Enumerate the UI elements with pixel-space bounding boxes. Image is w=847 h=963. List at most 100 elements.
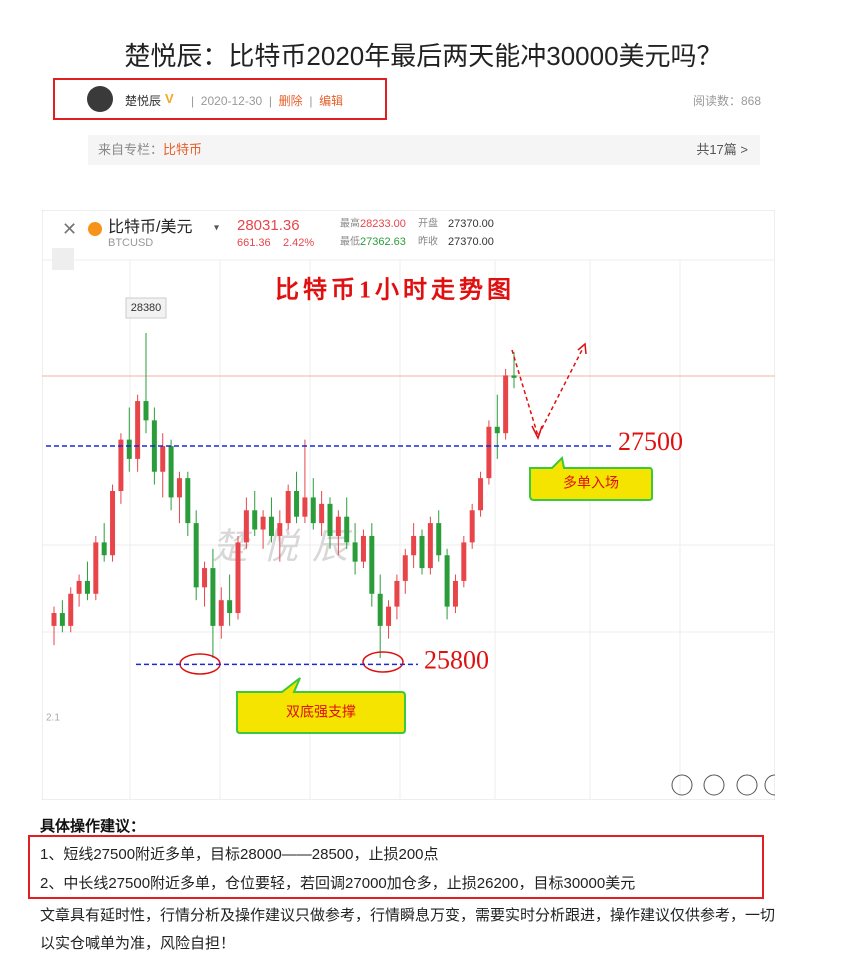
candle-body bbox=[110, 491, 116, 556]
candle-body bbox=[235, 542, 241, 614]
chart-title: 比特币1小时走势图 bbox=[275, 277, 515, 304]
candle-body bbox=[93, 542, 99, 594]
avatar bbox=[87, 86, 113, 112]
candle-body bbox=[444, 555, 450, 607]
stat-value: 28233.00 bbox=[360, 218, 406, 230]
edit-link[interactable]: 编辑 bbox=[319, 94, 344, 108]
candle-body bbox=[344, 516, 350, 543]
candle-body bbox=[227, 600, 233, 614]
candles bbox=[51, 333, 517, 658]
candle-body bbox=[360, 535, 366, 562]
highlight-box bbox=[53, 78, 387, 120]
candle-body bbox=[511, 375, 517, 378]
candle-body bbox=[59, 613, 65, 626]
candle-body bbox=[411, 535, 417, 556]
candle-body bbox=[277, 523, 283, 536]
highlight-box bbox=[28, 835, 764, 899]
candle-body bbox=[210, 568, 216, 626]
stat-label: 昨收 bbox=[418, 235, 438, 248]
advice-line: 2、中长线27500附近多单，仓位要轻，若回调27000加仓多，止损26200，… bbox=[40, 875, 636, 892]
peak-tag-bg bbox=[125, 297, 167, 319]
candle-body bbox=[319, 503, 325, 524]
candle-body bbox=[486, 426, 492, 479]
author[interactable]: 楚悦辰 bbox=[125, 94, 162, 108]
candle-body bbox=[176, 478, 182, 498]
change: 661.36 bbox=[237, 237, 271, 249]
chart-image: ✕ 比特币/美元 ▾ BTCUSD 28031.36 661.36 2.42% … bbox=[42, 210, 775, 800]
stat-value: 27362.63 bbox=[360, 236, 406, 248]
candle-body bbox=[369, 535, 375, 594]
level-label: 27500 bbox=[618, 427, 683, 456]
advice-heading: 具体操作建议： bbox=[40, 818, 146, 835]
candle-body bbox=[461, 542, 467, 581]
grid bbox=[42, 259, 775, 800]
stat-label: 开盘 bbox=[418, 217, 438, 230]
candle-body bbox=[469, 510, 475, 543]
candle-body bbox=[76, 580, 82, 594]
candle-body bbox=[294, 491, 300, 517]
reset[interactable] bbox=[764, 774, 775, 796]
callout-box bbox=[236, 677, 406, 734]
delete-link[interactable]: 删除 bbox=[278, 94, 303, 108]
candle-body bbox=[168, 446, 174, 498]
candle-body bbox=[51, 613, 57, 626]
candle-body bbox=[126, 439, 132, 459]
candle-body bbox=[135, 401, 141, 459]
article-title: 楚悦辰：比特币2020年最后两天能冲30000美元吗？ bbox=[124, 41, 723, 71]
candle-body bbox=[327, 503, 333, 536]
axis-fragment: 2.1 bbox=[46, 713, 60, 724]
close-icon[interactable]: ✕ bbox=[62, 219, 77, 239]
candle-body bbox=[193, 523, 199, 588]
candle-body bbox=[252, 510, 258, 530]
candle-body bbox=[352, 542, 358, 562]
expand-icon[interactable] bbox=[52, 248, 74, 270]
candle-body bbox=[402, 555, 408, 581]
candle-body bbox=[436, 523, 442, 556]
date: 2020-12-30 bbox=[200, 94, 263, 108]
candle-body bbox=[335, 516, 341, 536]
stat-label: 最低 bbox=[340, 235, 360, 248]
read-count: 阅读数：868 bbox=[692, 94, 761, 108]
candle-body bbox=[302, 497, 308, 517]
candle-body bbox=[419, 535, 425, 569]
prev[interactable] bbox=[703, 774, 725, 796]
candle-body bbox=[243, 510, 249, 543]
candle-body bbox=[260, 516, 266, 530]
stat-label: 最高 bbox=[340, 217, 360, 230]
projection-arrows bbox=[511, 342, 587, 440]
symbol: BTCUSD bbox=[108, 237, 153, 249]
next[interactable] bbox=[736, 774, 758, 796]
candle-body bbox=[160, 446, 166, 472]
candle-body bbox=[394, 580, 400, 607]
candle-body bbox=[503, 375, 509, 434]
candle-body bbox=[427, 523, 433, 569]
callout-box bbox=[529, 455, 653, 501]
zoom-controls bbox=[671, 774, 775, 796]
candle-body bbox=[143, 401, 149, 421]
candle-body bbox=[118, 439, 124, 492]
candle-body bbox=[218, 600, 224, 626]
level-label: 25800 bbox=[424, 645, 489, 674]
column-count-text: 共17篇 bbox=[696, 142, 737, 157]
candle-body bbox=[185, 478, 191, 524]
column-name[interactable]: 比特币 bbox=[163, 142, 203, 157]
candle-body bbox=[84, 580, 90, 594]
column-count[interactable]: 共17篇 > bbox=[696, 142, 748, 157]
stat-value: 27370.00 bbox=[448, 236, 494, 248]
change-pct: 2.42% bbox=[283, 237, 314, 249]
candle-body bbox=[101, 542, 107, 556]
callout: 双底强支撑 bbox=[286, 704, 356, 720]
candle-body bbox=[494, 426, 500, 434]
candle-body bbox=[386, 606, 392, 626]
column-bar: 来自专栏：比特币 共17篇 > bbox=[88, 135, 760, 165]
btc-icon bbox=[88, 222, 102, 236]
candle-body bbox=[452, 580, 458, 607]
candle-body bbox=[377, 593, 383, 626]
zoom-out[interactable] bbox=[671, 774, 693, 796]
circle-marker bbox=[362, 651, 404, 673]
pair-dropdown[interactable]: ▾ bbox=[214, 223, 219, 234]
price: 28031.36 bbox=[237, 217, 300, 234]
column-label: 来自专栏： bbox=[98, 142, 164, 157]
pair[interactable]: 比特币/美元 bbox=[108, 218, 192, 236]
advice-line: 1、短线27500附近多单，目标28000——28500，止损200点 bbox=[40, 846, 439, 863]
